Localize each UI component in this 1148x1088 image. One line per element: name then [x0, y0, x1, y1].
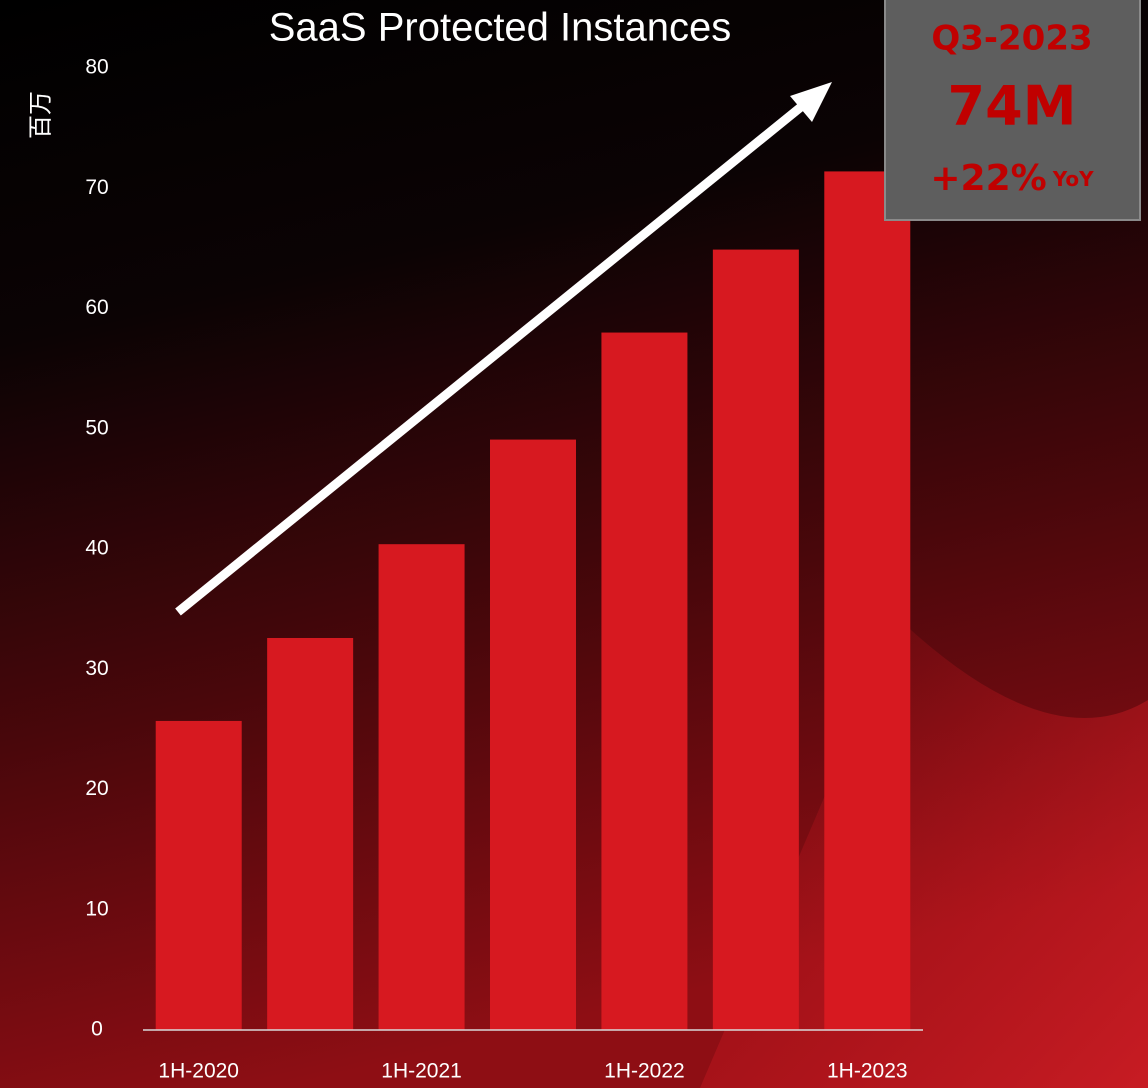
x-tick-label: 1H-2022 [604, 1060, 685, 1083]
plot: 0 10 20 30 40 50 60 70 80 1H-2020 1H-2021 1H-2022 1H… [85, 56, 923, 1083]
x-tick-label: 1H-2020 [158, 1060, 239, 1083]
y-tick-label: 20 [85, 777, 108, 800]
y-tick-label: 40 [85, 537, 108, 560]
bar [378, 544, 465, 1030]
annotation-box [884, 0, 1141, 221]
x-tick-label: 1H-2023 [827, 1060, 908, 1083]
bar [712, 249, 799, 1030]
y-tick-label: 10 [85, 897, 108, 920]
bar [824, 171, 911, 1031]
bar [490, 439, 576, 1030]
y-tick-label: 50 [85, 416, 108, 439]
background-sheen [700, 620, 1148, 1088]
bar [601, 332, 688, 1030]
trend-arrow-head [790, 82, 832, 122]
chart-title: SaaS Protected Instances [269, 6, 732, 50]
annotation-growth-value: +22% [930, 158, 1046, 199]
y-axis-label: 百万 [27, 91, 54, 139]
y-tick-label: 30 [85, 657, 108, 680]
bar [155, 720, 242, 1030]
y-tick-label: 60 [85, 296, 108, 319]
bar [267, 637, 354, 1030]
annotation-growth: +22% YoY [930, 158, 1094, 199]
y-tick-label: 80 [85, 56, 108, 79]
y-tick-label: 0 [91, 1018, 103, 1041]
annotation-value: 74M [948, 75, 1077, 138]
trend-arrow [175, 94, 815, 616]
x-tick-label: 1H-2021 [381, 1060, 462, 1083]
annotation-period: Q3-2023 [931, 19, 1092, 59]
y-tick-label: 70 [85, 176, 108, 199]
annotation-growth-unit: YoY [1052, 167, 1094, 191]
